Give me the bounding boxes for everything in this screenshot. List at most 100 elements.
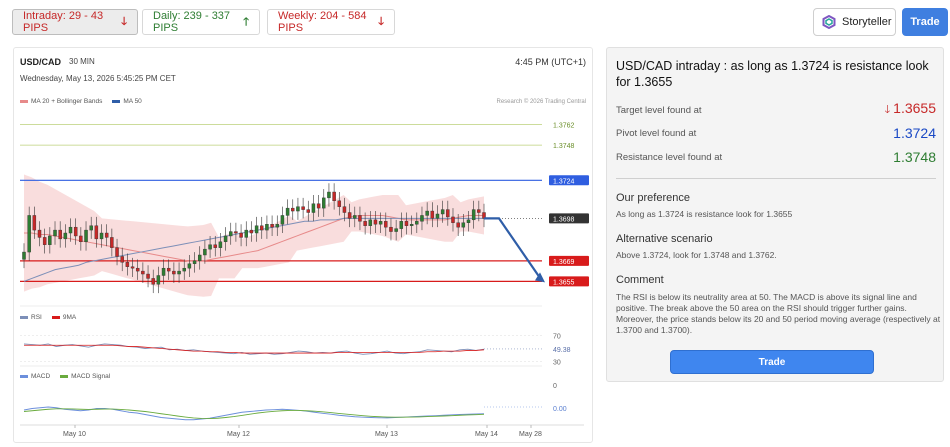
- candle: [296, 206, 300, 212]
- candle: [104, 232, 109, 238]
- chart-date: Wednesday, May 13, 2026 5:45:25 PM CET: [20, 74, 176, 83]
- macd-axis-label: 0.00: [553, 406, 567, 413]
- candle: [435, 213, 440, 219]
- candle: [197, 254, 202, 262]
- candle: [384, 221, 388, 228]
- candle: [84, 229, 88, 243]
- candle: [471, 209, 476, 221]
- candle: [79, 235, 83, 243]
- candle: [115, 247, 119, 257]
- chart-container[interactable]: 1.3762 1.3748 1.3724 1.3698 1.3669 1.3655 70 49…: [13, 47, 593, 443]
- candle: [22, 251, 26, 260]
- candle: [63, 232, 68, 240]
- level-tag-support-1: [549, 255, 589, 266]
- candle: [73, 226, 78, 237]
- legend-ma50: MA 50: [112, 98, 142, 105]
- candle: [466, 219, 471, 223]
- candle: [337, 200, 342, 207]
- candle: [27, 215, 31, 253]
- pivot-level-value: 1.3724: [893, 125, 936, 141]
- candle: [99, 232, 104, 240]
- candle: [53, 229, 57, 237]
- resistance-level-row: Resistance level found at 1.3748: [616, 148, 936, 166]
- price-chart-svg[interactable]: 1.3762 1.3748 1.3724 1.3698 1.3669 1.3655 70 49…: [14, 48, 594, 444]
- candle: [94, 225, 99, 240]
- divider: [616, 178, 936, 179]
- x-axis-label: May 12: [227, 431, 250, 438]
- arrow-down-icon: 🡓: [884, 104, 891, 116]
- candle: [425, 210, 429, 216]
- legend-ma20: MA 20 + Bollinger Bands: [20, 98, 102, 105]
- daily-tab[interactable]: Daily: 239 - 337 PIPS 🡑: [142, 9, 260, 35]
- candle: [358, 215, 362, 222]
- macd-axis-label: 0: [553, 383, 557, 390]
- weekly-label: Weekly: 204 - 584 PIPS: [278, 10, 367, 34]
- legend-macd-signal: MACD Signal: [60, 373, 110, 380]
- candle: [342, 206, 347, 213]
- candle: [291, 207, 295, 212]
- candle: [477, 209, 481, 213]
- ma50-line: [23, 217, 484, 282]
- candle: [399, 221, 404, 229]
- candle: [141, 270, 145, 275]
- candle: [182, 267, 186, 272]
- candle: [218, 241, 223, 248]
- rsi-axis-label: 70: [553, 334, 561, 341]
- forecast-arrow: [484, 217, 542, 280]
- arrow-down-icon: 🡓: [121, 15, 127, 28]
- level-label-support-1: 1.3669: [553, 259, 575, 266]
- weekly-tab[interactable]: Weekly: 204 - 584 PIPS 🡓: [267, 9, 395, 35]
- candle: [311, 203, 316, 213]
- storyteller-logo-icon: [822, 15, 836, 29]
- candle: [239, 232, 243, 238]
- level-label-resistance: 1.3724: [553, 178, 575, 185]
- storyteller-button[interactable]: Storyteller: [813, 8, 896, 36]
- intraday-label: Intraday: 29 - 43 PIPS: [23, 10, 104, 34]
- candle: [48, 235, 52, 245]
- candle: [327, 191, 331, 199]
- arrow-down-icon: 🡓: [378, 15, 384, 28]
- candle: [378, 221, 383, 225]
- top-toolbar: Intraday: 29 - 43 PIPS 🡓 Daily: 239 - 33…: [0, 0, 950, 44]
- candle: [409, 224, 414, 226]
- candle: [461, 222, 466, 228]
- candle: [420, 215, 424, 222]
- x-axis-label: May 28: [519, 431, 542, 438]
- comment-heading: Comment: [616, 274, 664, 286]
- rsi-legend: RSI 9MA: [20, 314, 86, 321]
- intraday-tab[interactable]: Intraday: 29 - 43 PIPS 🡓: [12, 9, 138, 35]
- candle: [456, 222, 460, 228]
- x-axis-label: May 10: [63, 431, 86, 438]
- candle: [254, 225, 259, 234]
- candle: [430, 210, 435, 219]
- candle: [187, 263, 192, 269]
- candle: [125, 262, 130, 267]
- candle: [192, 260, 197, 264]
- candle: [353, 215, 357, 219]
- legend-macd: MACD: [20, 373, 50, 380]
- target-level-label: Target level found at: [616, 104, 702, 116]
- candle: [446, 209, 450, 218]
- chart-time: 4:45 PM (UTC+1): [515, 57, 586, 67]
- candle: [89, 225, 93, 231]
- alternative-heading: Alternative scenario: [616, 233, 713, 245]
- target-level-row: Target level found at 🡓 1.3655: [616, 100, 936, 119]
- daily-label: Daily: 239 - 337 PIPS: [153, 10, 231, 34]
- candle: [301, 206, 305, 210]
- trade-button-top[interactable]: Trade: [902, 8, 948, 36]
- candle: [322, 197, 326, 209]
- candle: [285, 207, 290, 216]
- storyteller-label: Storyteller: [842, 16, 892, 28]
- candle: [244, 229, 248, 238]
- candle: [68, 226, 73, 234]
- candle: [394, 228, 398, 232]
- legend-9ma: 9MA: [51, 314, 76, 321]
- preference-text: As long as 1.3724 is resistance look for…: [616, 209, 793, 219]
- forecast-arrowhead: [535, 272, 545, 283]
- trade-button[interactable]: Trade: [670, 350, 874, 374]
- candle: [58, 229, 62, 240]
- candle: [451, 216, 455, 223]
- level-label-target-2: 1.3762: [553, 123, 575, 130]
- bollinger-band: [24, 174, 484, 297]
- candle: [32, 215, 37, 231]
